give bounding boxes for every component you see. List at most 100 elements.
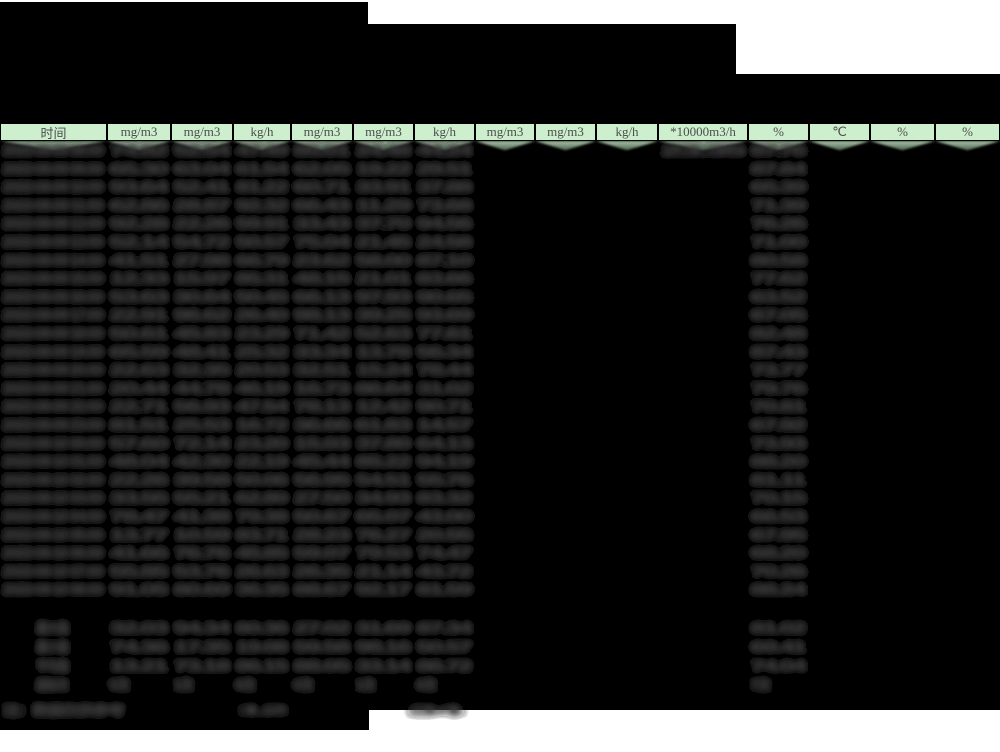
svg-text:注：数据仅供参考: 注：数据仅供参考: [3, 703, 124, 717]
svg-text:2022-08-10 07:00: 2022-08-10 07:00: [3, 564, 104, 578]
svg-text:2022-08-09 18:00: 2022-08-09 18:00: [3, 326, 104, 340]
svg-text:32.35: 32.35: [174, 363, 231, 377]
svg-text:52.54: 52.54: [174, 143, 231, 157]
svg-text:26.35: 26.35: [294, 564, 351, 578]
svg-text:22.63: 22.63: [110, 363, 169, 377]
svg-text:23.29: 23.29: [236, 326, 289, 340]
svg-text:78.47: 78.47: [110, 509, 169, 523]
svg-text:77.61: 77.61: [417, 326, 473, 340]
svg-text:81.02: 81.02: [751, 621, 807, 635]
svg-text:47.54: 47.54: [236, 400, 289, 414]
svg-text:2022-08-09 15:00: 2022-08-09 15:00: [3, 272, 104, 286]
svg-text:2022-08-09 16:00: 2022-08-09 16:00: [3, 290, 104, 304]
svg-text:22.91: 22.91: [110, 308, 169, 322]
svg-text:2022-08-09 08:00: 2022-08-09 08:00: [3, 143, 104, 157]
svg-text:2022-08-09 17:00: 2022-08-09 17:00: [3, 308, 104, 322]
svg-text:21.01: 21.01: [356, 272, 412, 286]
svg-text:74.82: 74.82: [110, 143, 169, 157]
svg-text:80.58: 80.58: [751, 253, 807, 267]
svg-text:90.65: 90.65: [417, 290, 473, 304]
svg-text:2022-08-10 01:00: 2022-08-10 01:00: [3, 455, 104, 469]
svg-text:15.97: 15.97: [174, 272, 231, 286]
svg-text:61.83: 61.83: [356, 418, 412, 432]
svg-text:2022-08-10 00:00: 2022-08-10 00:00: [3, 436, 104, 450]
svg-text:87.76: 87.76: [751, 143, 807, 157]
svg-text:1次: 1次: [174, 677, 193, 692]
svg-text:16.73: 16.73: [294, 381, 351, 395]
svg-text:52.14: 52.14: [110, 235, 169, 249]
svg-text:27.98: 27.98: [174, 253, 231, 267]
svg-text:43.00: 43.00: [417, 509, 473, 523]
svg-text:13.78: 13.78: [356, 345, 412, 359]
svg-text:22.26: 22.26: [110, 473, 169, 487]
svg-text:67.92: 67.92: [751, 418, 807, 432]
svg-text:47.49: 47.49: [236, 143, 289, 157]
svg-text:58.00: 58.00: [356, 253, 412, 267]
svg-text:93.69: 93.69: [417, 308, 473, 322]
svg-text:65.39: 65.39: [751, 180, 807, 194]
svg-text:7次: 7次: [751, 677, 770, 692]
svg-text:52.41: 52.41: [174, 180, 231, 194]
svg-text:92.17: 92.17: [356, 583, 412, 597]
svg-text:81.22: 81.22: [236, 180, 289, 194]
svg-text:15.24: 15.24: [356, 363, 412, 377]
svg-text:2022-08-09 09:00: 2022-08-09 09:00: [3, 162, 104, 176]
svg-text:76.27: 76.27: [356, 528, 412, 542]
svg-text:94.19: 94.19: [417, 455, 473, 469]
svg-text:45.44: 45.44: [294, 455, 351, 469]
svg-text:27.02: 27.02: [294, 621, 351, 635]
svg-text:44.78: 44.78: [174, 381, 231, 395]
svg-text:33.14: 33.14: [356, 659, 412, 673]
svg-text:最大值: 最大值: [37, 621, 68, 635]
svg-text:74.36: 74.36: [110, 640, 169, 654]
svg-text:85.31: 85.31: [236, 272, 289, 286]
svg-text:92.32: 92.32: [236, 198, 289, 212]
svg-text:98.13: 98.13: [294, 308, 351, 322]
svg-text:50.57: 50.57: [236, 235, 289, 249]
svg-text:50.61: 50.61: [110, 326, 169, 340]
svg-text:14.57: 14.57: [417, 418, 473, 432]
svg-text:91.05: 91.05: [110, 583, 169, 597]
svg-text:81.51: 81.51: [110, 418, 169, 432]
svg-text:30.64: 30.64: [174, 290, 231, 304]
svg-text:37.88: 37.88: [417, 180, 473, 194]
svg-text:平均值: 平均值: [37, 659, 68, 673]
svg-text:55.21: 55.21: [174, 491, 231, 505]
svg-text:86.64: 86.64: [356, 381, 412, 395]
svg-text:1次: 1次: [356, 677, 375, 692]
svg-text:37.70: 37.70: [356, 217, 412, 231]
svg-text:34: 34: [408, 705, 464, 717]
svg-text:53.76: 53.76: [174, 564, 231, 578]
svg-text:73.68: 73.68: [417, 198, 473, 212]
svg-text:86.72: 86.72: [417, 659, 473, 673]
svg-text:70.81: 70.81: [751, 400, 807, 414]
svg-text:21.45: 21.45: [356, 235, 412, 249]
svg-text:79.76: 79.76: [751, 381, 807, 395]
svg-text:72.14: 72.14: [174, 436, 231, 450]
svg-text:36.66: 36.66: [294, 418, 351, 432]
svg-text:超标次: 超标次: [36, 678, 68, 692]
svg-text:41.38: 41.38: [174, 509, 231, 523]
svg-text:56.93: 56.93: [174, 400, 231, 414]
svg-text:2022-08-10 05:00: 2022-08-10 05:00: [3, 528, 104, 542]
svg-text:20.44: 20.44: [110, 381, 169, 395]
svg-text:10.59: 10.59: [174, 528, 231, 542]
svg-text:88.67: 88.67: [294, 583, 351, 597]
svg-text:96.62: 96.62: [174, 308, 231, 322]
svg-text:32.51: 32.51: [294, 363, 351, 377]
svg-text:55.76: 55.76: [417, 473, 473, 487]
svg-text:93.64: 93.64: [110, 180, 169, 194]
svg-text:62.05: 62.05: [294, 162, 351, 176]
svg-text:66.13: 66.13: [294, 290, 351, 304]
svg-text:2022-08-10 04:00: 2022-08-10 04:00: [3, 509, 104, 523]
svg-text:8次: 8次: [236, 677, 255, 692]
svg-text:75.04: 75.04: [294, 235, 351, 249]
svg-text:85.01: 85.01: [294, 143, 351, 157]
svg-text:50.57: 50.57: [417, 640, 473, 654]
svg-text:28.87: 28.87: [174, 198, 231, 212]
svg-text:2022-08-09 21:00: 2022-08-09 21:00: [3, 381, 104, 395]
svg-text:26.63: 26.63: [236, 564, 289, 578]
svg-text:76.26: 76.26: [751, 217, 807, 231]
svg-text:39.58: 39.58: [174, 473, 231, 487]
svg-text:24.48: 24.48: [356, 143, 412, 157]
